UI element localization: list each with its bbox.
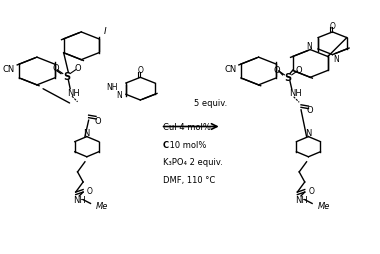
Text: N: N [306,42,312,51]
Text: NH: NH [73,195,86,204]
Text: 10 mol%: 10 mol% [167,140,207,149]
Text: O: O [296,66,302,75]
Text: N: N [333,55,339,64]
Text: NH: NH [107,82,118,91]
Text: O: O [329,22,336,31]
Text: O: O [95,116,101,125]
Text: N: N [305,129,312,138]
Text: C: C [163,140,169,149]
FancyArrowPatch shape [163,124,217,130]
Text: N: N [84,129,90,138]
Text: O: O [52,64,59,72]
Text: N: N [116,91,122,100]
Text: Me: Me [318,202,330,211]
Text: I: I [103,27,106,36]
Text: O: O [87,187,93,196]
Text: S: S [63,72,70,82]
Text: NH: NH [68,89,80,98]
Text: Me: Me [96,202,108,211]
Text: O: O [138,66,143,75]
Text: CN: CN [224,65,236,74]
Text: CuI 4 mol%: CuI 4 mol% [163,122,211,132]
Text: DMF, 110 °C: DMF, 110 °C [163,175,215,184]
Text: S: S [285,73,292,83]
Text: O: O [307,106,314,115]
Text: O: O [74,64,81,72]
Text: NH: NH [294,195,307,204]
Text: O: O [274,66,280,75]
Text: 5 equiv.: 5 equiv. [194,99,227,108]
Text: O: O [309,187,314,196]
Text: NH: NH [289,89,302,98]
Text: K₃PO₄ 2 equiv.: K₃PO₄ 2 equiv. [163,158,222,167]
Text: CN: CN [3,65,15,74]
